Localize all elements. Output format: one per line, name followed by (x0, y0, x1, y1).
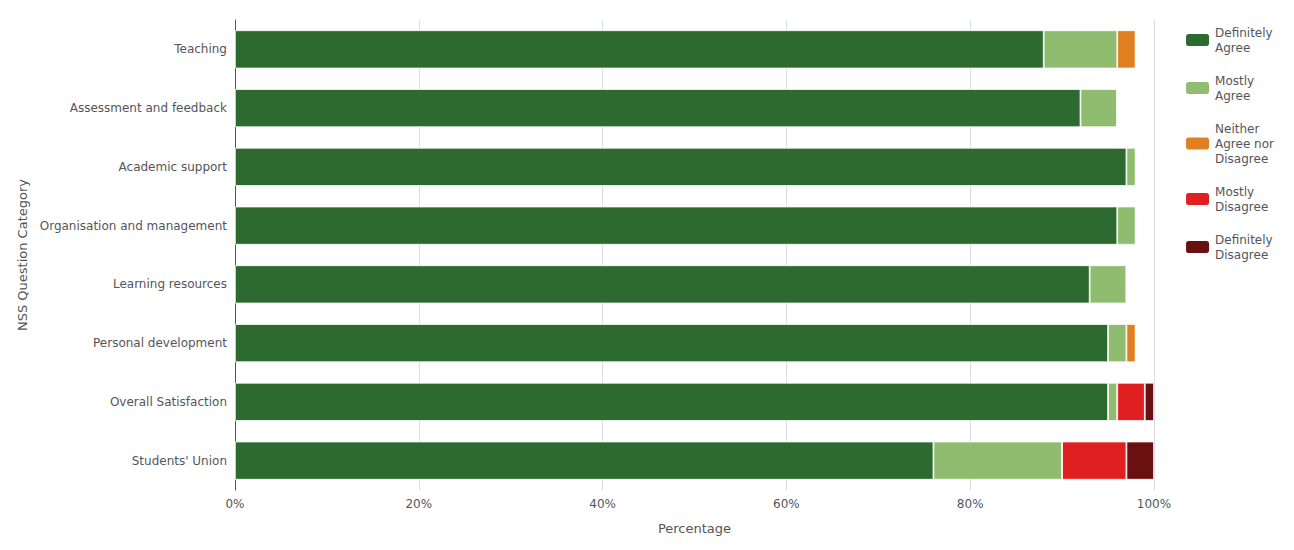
svg-text:100%: 100% (1137, 497, 1171, 511)
svg-text:Mostly: Mostly (1215, 185, 1254, 199)
svg-text:Mostly: Mostly (1215, 74, 1254, 88)
svg-text:Overall Satisfaction: Overall Satisfaction (110, 395, 227, 409)
svg-text:NSS Question Category: NSS Question Category (15, 179, 30, 331)
svg-text:Students' Union: Students' Union (132, 454, 227, 468)
svg-text:Agree nor: Agree nor (1215, 137, 1274, 151)
svg-text:Teaching: Teaching (173, 42, 227, 56)
svg-text:60%: 60% (773, 497, 800, 511)
svg-text:Definitely: Definitely (1215, 233, 1273, 247)
svg-text:Neither: Neither (1215, 122, 1259, 136)
svg-text:Agree: Agree (1215, 89, 1250, 103)
svg-text:20%: 20% (405, 497, 432, 511)
svg-text:0%: 0% (225, 497, 244, 511)
svg-text:Agree: Agree (1215, 41, 1250, 55)
svg-text:Definitely: Definitely (1215, 26, 1273, 40)
svg-text:Personal development: Personal development (93, 336, 227, 350)
svg-text:Disagree: Disagree (1215, 152, 1268, 166)
svg-text:80%: 80% (957, 497, 984, 511)
svg-text:Assessment and feedback: Assessment and feedback (70, 101, 227, 115)
svg-text:Disagree: Disagree (1215, 200, 1268, 214)
svg-text:Academic support: Academic support (119, 160, 228, 174)
svg-text:Learning resources: Learning resources (113, 277, 227, 291)
svg-text:Percentage: Percentage (658, 521, 731, 536)
svg-text:40%: 40% (589, 497, 616, 511)
svg-text:Disagree: Disagree (1215, 248, 1268, 262)
svg-text:Organisation and management: Organisation and management (40, 219, 228, 233)
